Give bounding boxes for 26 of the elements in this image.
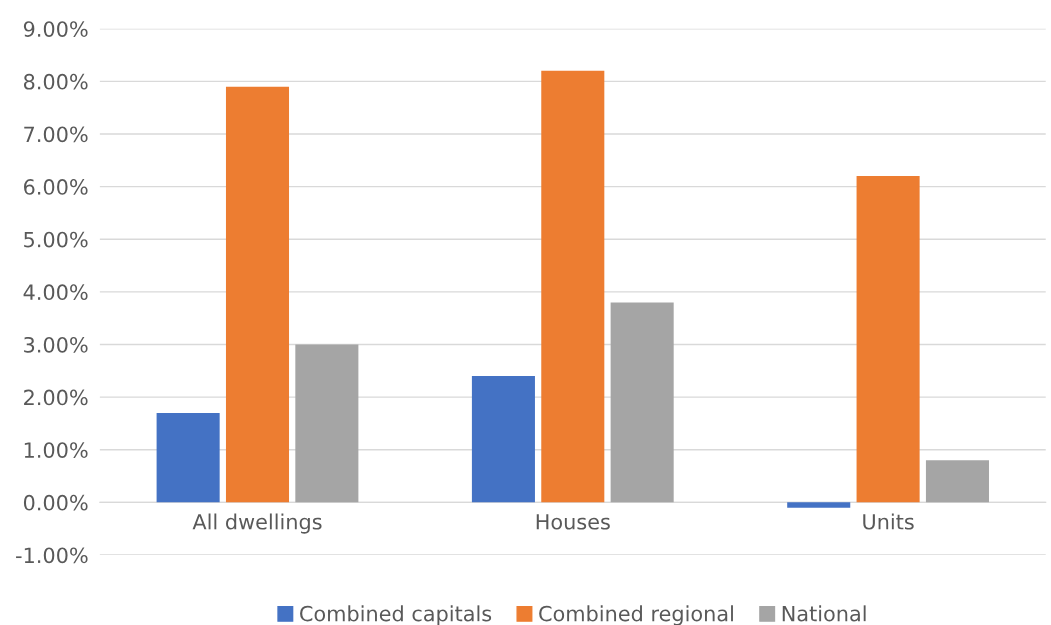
y-tick-label: 4.00% [23,284,88,301]
bar [295,344,359,503]
bar [156,412,220,503]
y-tick-label: 2.00% [24,389,88,406]
bar [541,70,605,503]
y-tick-label: 9.00% [23,21,88,37]
bar [225,86,290,503]
bar [787,502,851,508]
y-tick-label: 0.00% [23,494,88,511]
bar [856,176,920,503]
y-tick-label: 8.00% [23,73,88,90]
bar [925,460,989,503]
legend-label: National [782,605,866,622]
y-tick-label: 1.00% [24,442,88,458]
y-tick-label: 5.00% [24,231,88,248]
x-tick-label: Houses [536,514,610,530]
y-tick-label: -1.00% [16,547,88,564]
x-tick-label: Units [863,513,914,530]
bar [610,302,674,503]
legend-label: Combined regional [539,605,733,625]
bar [471,376,535,503]
x-tick-label: All dwellings [192,513,322,534]
y-tick-label: 7.00% [24,126,88,143]
y-tick-label: 3.00% [24,336,88,353]
y-tick-label: 6.00% [24,179,88,195]
legend-label: Combined capitals [300,605,492,625]
